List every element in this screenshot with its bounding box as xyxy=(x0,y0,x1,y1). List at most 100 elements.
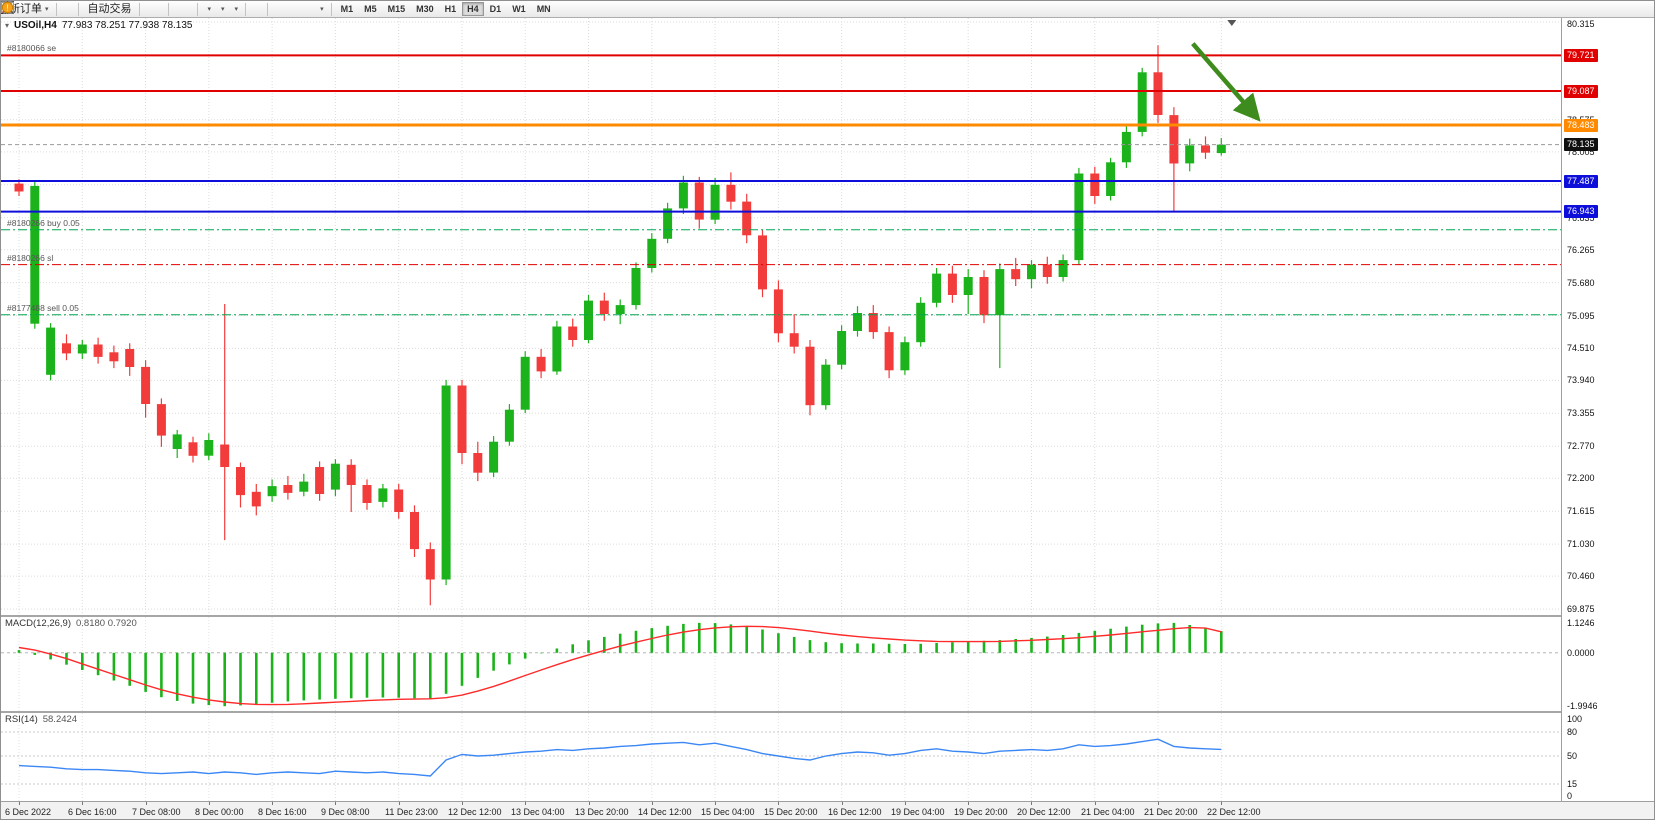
charts-button[interactable] xyxy=(3,1,67,17)
label-button[interactable]: T xyxy=(1,1,313,17)
time-tick xyxy=(1095,802,1096,805)
time-tick xyxy=(82,802,83,805)
macd-axis-label: -1.9946 xyxy=(1567,700,1598,711)
time-axis-label: 8 Dec 16:00 xyxy=(258,807,307,817)
chart-bars-button[interactable] xyxy=(1,1,150,17)
time-axis-label: 6 Dec 16:00 xyxy=(68,807,117,817)
macd-panel-splitter[interactable] xyxy=(1,615,1654,617)
dropdown-caret-icon: ▾ xyxy=(320,6,324,13)
auto-trading-button[interactable]: 自动交易 xyxy=(3,1,135,17)
dropdown-caret-icon: ▾ xyxy=(207,6,212,13)
time-axis-label: 19 Dec 04:00 xyxy=(891,807,945,817)
rsi-value: 58.2424 xyxy=(42,714,78,725)
price-axis-label: 76.265 xyxy=(1567,244,1595,255)
time-axis-label: 14 Dec 12:00 xyxy=(638,807,692,817)
time-tick xyxy=(146,802,147,805)
dropdown-caret-icon: ▾ xyxy=(234,6,239,13)
timeframe-M1-button[interactable]: M1 xyxy=(340,4,354,14)
chart-line-button[interactable] xyxy=(1,1,164,17)
time-tick xyxy=(968,802,969,805)
zoom-out-button[interactable] xyxy=(2,1,186,17)
arrows-button[interactable]: ▾ xyxy=(2,1,327,17)
time-tick xyxy=(715,802,716,805)
timeframe-MN-button[interactable]: MN xyxy=(536,4,551,14)
horizontal-line-button[interactable] xyxy=(1,1,278,17)
macd-panel[interactable]: MACD(12,26,9) 0.8180 0.7920 xyxy=(1,617,1561,711)
price-axis-label: 70.460 xyxy=(1567,571,1595,582)
cursor-button[interactable] xyxy=(4,1,256,17)
price-badge: 79.721 xyxy=(1564,48,1598,62)
time-tick xyxy=(652,802,653,805)
timeframe-M5-button[interactable]: M5 xyxy=(364,4,377,14)
price-axis[interactable]: 80.31578.57578.00577.42076.83576.26575.6… xyxy=(1561,18,1654,801)
order-line-label: #8180066 se xyxy=(7,43,57,54)
time-axis[interactable]: 6 Dec 2022 6 Dec 16:00 7 Dec 08:00 8 Dec 00… xyxy=(1,801,1654,819)
market-watch-button[interactable] xyxy=(1,1,74,17)
macd-name: MACD(12,26,9) xyxy=(5,618,71,629)
indicators-button[interactable]: ▾ xyxy=(2,1,215,17)
toolbar-separator xyxy=(267,2,269,16)
time-axis-label: 13 Dec 04:00 xyxy=(511,807,565,817)
dropdown-caret-icon: ▾ xyxy=(221,6,225,13)
time-tick xyxy=(272,802,273,805)
time-axis-label: 13 Dec 20:00 xyxy=(575,807,629,817)
toolbar-separator xyxy=(138,2,140,16)
time-axis-label: 15 Dec 04:00 xyxy=(701,807,755,817)
templates-button[interactable]: ▾ xyxy=(2,1,242,17)
rsi-panel[interactable]: RSI(14) 58.2424 xyxy=(1,713,1561,801)
text-button[interactable]: A xyxy=(4,1,306,17)
price-axis-label: 78.005 xyxy=(1567,146,1595,157)
time-axis-label: 16 Dec 12:00 xyxy=(828,807,882,817)
order-line-label: #8180266 sl xyxy=(7,252,54,263)
time-axis-label: 22 Dec 12:00 xyxy=(1207,807,1261,817)
price-axis-label: 73.940 xyxy=(1567,375,1595,386)
one-click-trading-toggle[interactable]: ▾ xyxy=(5,21,10,30)
search-button[interactable] xyxy=(2,1,1644,17)
price-axis-label: 72.200 xyxy=(1567,473,1595,484)
trendline-button[interactable] xyxy=(1,1,285,17)
timeframe-H1-button[interactable]: H1 xyxy=(444,4,457,14)
macd-axis-label: 1.1246 xyxy=(1567,618,1595,628)
time-tick xyxy=(905,802,906,805)
order-line-label: #8177488 sell 0.05 xyxy=(7,302,79,313)
svg-text:!: ! xyxy=(6,3,8,12)
dropdown-caret-icon: ▾ xyxy=(45,6,49,13)
time-tick xyxy=(589,802,590,805)
macd-chart[interactable] xyxy=(1,617,1561,711)
fibonacci-button[interactable] xyxy=(2,1,299,17)
time-axis-label: 11 Dec 23:00 xyxy=(385,807,438,817)
time-tick xyxy=(19,802,20,805)
timeframe-W1-button[interactable]: W1 xyxy=(512,4,526,14)
timeframe-D1-button[interactable]: D1 xyxy=(489,4,502,14)
price-axis-label: 72.770 xyxy=(1567,441,1595,452)
timeframe-M30-button[interactable]: M30 xyxy=(416,4,434,14)
time-tick xyxy=(1221,802,1222,805)
price-axis-label: 75.680 xyxy=(1567,277,1595,288)
rsi-panel-splitter[interactable] xyxy=(1,711,1654,713)
crosshair-button[interactable] xyxy=(1,1,263,17)
alerts-button[interactable]: ! xyxy=(1,1,1651,17)
rsi-axis-label: 15 xyxy=(1567,779,1578,789)
time-tick xyxy=(1031,802,1032,805)
timeframe-M15-button[interactable]: M15 xyxy=(387,4,406,14)
tile-windows-button[interactable] xyxy=(1,1,193,17)
rsi-axis-label: 0 xyxy=(1567,791,1573,801)
toolbar-separator xyxy=(196,2,198,16)
time-axis-label: 15 Dec 20:00 xyxy=(764,807,818,817)
timeframe-H4-button[interactable]: H4 xyxy=(462,2,484,16)
toolbar-separator xyxy=(77,2,79,16)
toolbar-separator xyxy=(55,2,57,16)
price-chart-panel[interactable]: ▾ USOil,H4 77.983 78.251 77.938 78.135 #… xyxy=(1,18,1561,615)
candlestick-chart[interactable] xyxy=(1,18,1561,615)
price-badge: 76.943 xyxy=(1564,205,1598,219)
time-axis-label: 9 Dec 08:00 xyxy=(321,807,370,817)
toolbar-separator xyxy=(245,2,247,16)
periods-button[interactable]: ▾ xyxy=(2,1,228,17)
chart-candles-button[interactable] xyxy=(4,1,157,17)
time-axis-label: 19 Dec 20:00 xyxy=(954,807,1008,817)
channel-button[interactable] xyxy=(1,1,292,17)
macd-indicator-label: MACD(12,26,9) 0.8180 0.7920 xyxy=(5,618,137,629)
price-axis-label: 71.615 xyxy=(1567,506,1595,517)
zoom-in-button[interactable] xyxy=(2,1,179,17)
rsi-chart[interactable] xyxy=(1,713,1561,801)
